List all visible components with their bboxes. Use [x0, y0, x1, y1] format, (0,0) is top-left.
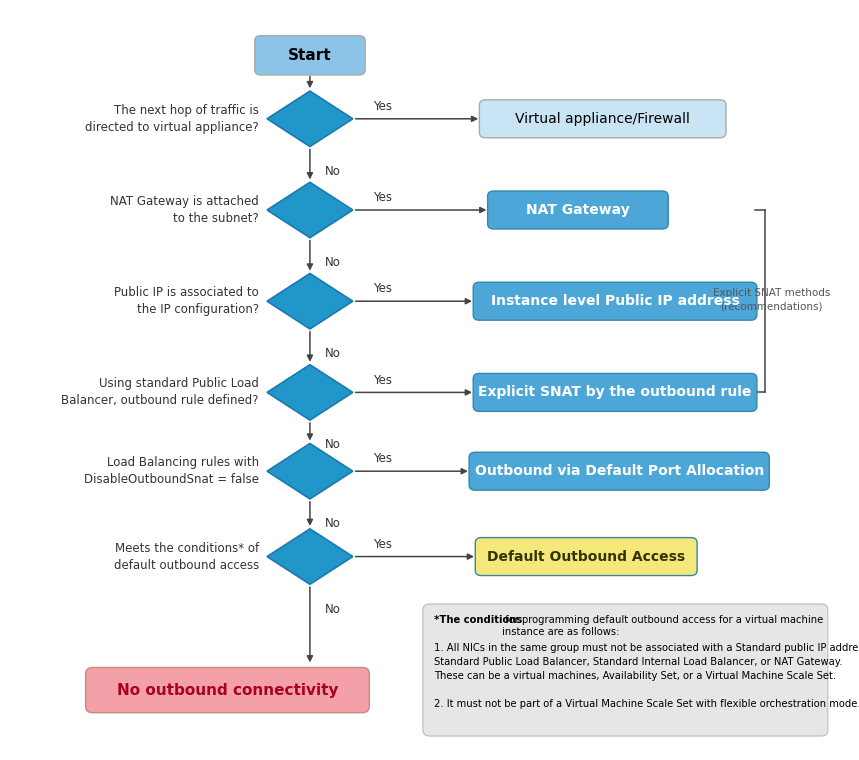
- Text: NAT Gateway: NAT Gateway: [526, 203, 630, 217]
- Text: Yes: Yes: [374, 100, 393, 113]
- Polygon shape: [267, 91, 353, 147]
- Text: 2. It must not be part of a Virtual Machine Scale Set with flexible orchestratio: 2. It must not be part of a Virtual Mach…: [434, 699, 859, 709]
- Text: *The conditions: *The conditions: [434, 615, 522, 625]
- Polygon shape: [267, 444, 353, 499]
- Text: Yes: Yes: [374, 283, 393, 296]
- FancyBboxPatch shape: [423, 604, 828, 736]
- FancyBboxPatch shape: [469, 452, 770, 490]
- Text: Explicit SNAT methods
(recommendations): Explicit SNAT methods (recommendations): [713, 288, 831, 312]
- Text: Load Balancing rules with
DisableOutboundSnat = false: Load Balancing rules with DisableOutboun…: [84, 456, 259, 486]
- Polygon shape: [267, 529, 353, 584]
- Polygon shape: [267, 365, 353, 420]
- FancyBboxPatch shape: [479, 100, 726, 138]
- Text: Default Outbound Access: Default Outbound Access: [487, 549, 685, 564]
- Text: for programming default outbound access for a virtual machine instance are as fo: for programming default outbound access …: [502, 615, 823, 637]
- Text: Explicit SNAT by the outbound rule: Explicit SNAT by the outbound rule: [478, 385, 752, 400]
- Text: No: No: [325, 517, 341, 530]
- Text: Yes: Yes: [374, 374, 393, 387]
- Text: No: No: [325, 347, 341, 360]
- FancyBboxPatch shape: [473, 373, 757, 411]
- FancyBboxPatch shape: [488, 191, 668, 229]
- Text: Using standard Public Load
Balancer, outbound rule defined?: Using standard Public Load Balancer, out…: [61, 378, 259, 407]
- Text: Meets the conditions* of
default outbound access: Meets the conditions* of default outboun…: [113, 542, 259, 572]
- Text: No outbound connectivity: No outbound connectivity: [117, 682, 338, 698]
- Text: No: No: [325, 439, 341, 451]
- Polygon shape: [267, 182, 353, 238]
- Text: Virtual appliance/Firewall: Virtual appliance/Firewall: [515, 112, 690, 126]
- Text: Yes: Yes: [374, 192, 393, 204]
- Text: NAT Gateway is attached
to the subnet?: NAT Gateway is attached to the subnet?: [110, 195, 259, 225]
- Text: Public IP is associated to
the IP configuration?: Public IP is associated to the IP config…: [114, 287, 259, 316]
- Text: No: No: [325, 603, 341, 616]
- FancyBboxPatch shape: [86, 667, 369, 713]
- Text: 1. All NICs in the same group must not be associated with a Standard public IP a: 1. All NICs in the same group must not b…: [434, 643, 859, 681]
- FancyBboxPatch shape: [473, 282, 757, 320]
- Text: Outbound via Default Port Allocation: Outbound via Default Port Allocation: [474, 464, 764, 478]
- Text: Yes: Yes: [374, 452, 393, 465]
- Text: Yes: Yes: [374, 538, 393, 551]
- FancyBboxPatch shape: [475, 537, 698, 575]
- Text: No: No: [325, 256, 341, 269]
- Polygon shape: [267, 274, 353, 329]
- Text: Instance level Public IP address: Instance level Public IP address: [490, 294, 740, 309]
- Text: Start: Start: [288, 48, 332, 63]
- Text: The next hop of traffic is
directed to virtual appliance?: The next hop of traffic is directed to v…: [85, 104, 259, 134]
- FancyBboxPatch shape: [254, 36, 365, 75]
- Text: No: No: [325, 165, 341, 178]
